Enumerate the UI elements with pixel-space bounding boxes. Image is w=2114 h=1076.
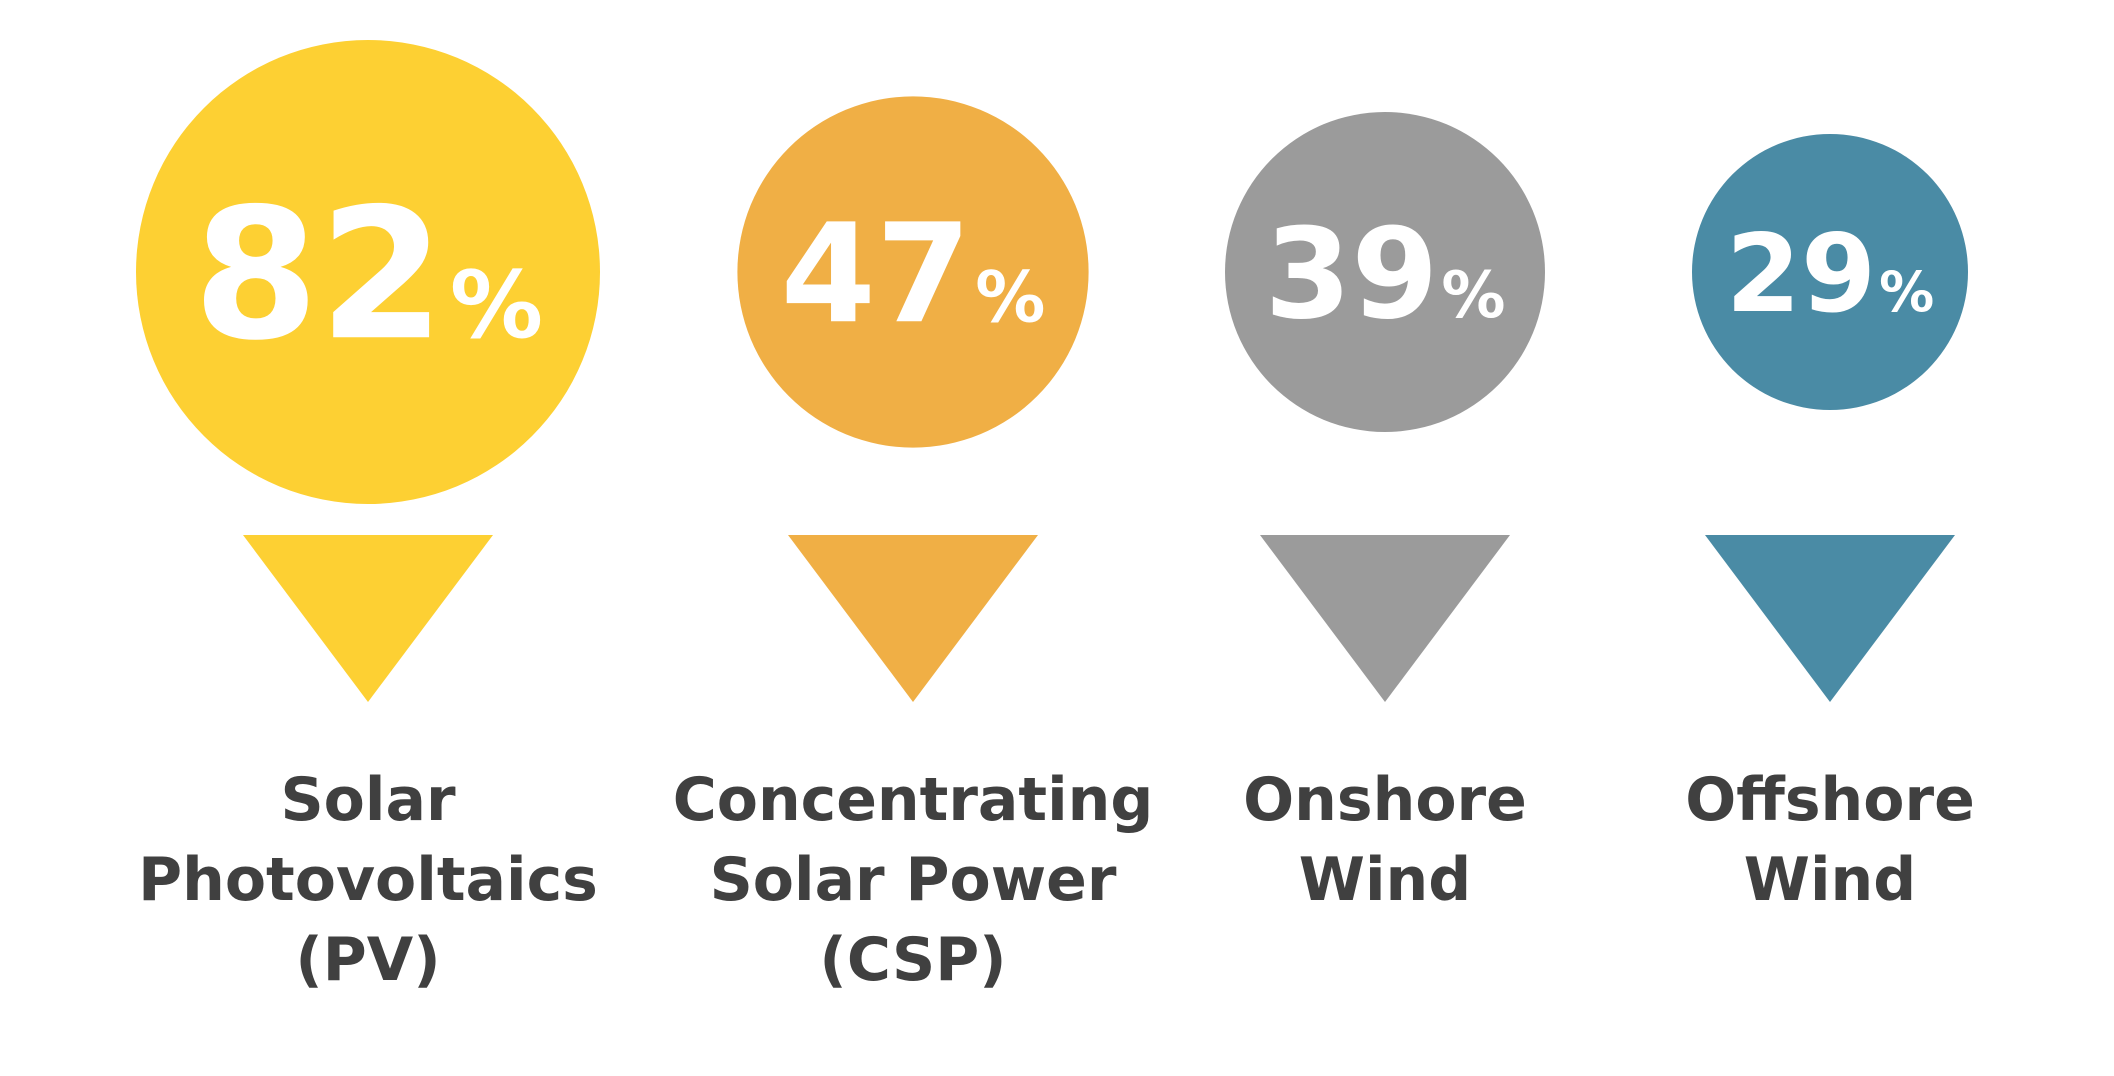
value-number: 39 xyxy=(1264,202,1438,347)
pointer-triangle xyxy=(1260,535,1510,702)
pointer-triangle xyxy=(243,535,493,702)
value-circle xyxy=(1692,134,1968,410)
value-circle xyxy=(1225,112,1545,432)
category-label: Concentrating xyxy=(673,765,1154,835)
value-circle xyxy=(136,40,600,504)
category-label: (PV) xyxy=(295,925,440,995)
pointer-triangle xyxy=(1705,535,1955,702)
category-label: Solar Power xyxy=(710,845,1117,915)
category-label: Wind xyxy=(1744,845,1916,915)
value-label: 29% xyxy=(1726,212,1934,337)
category-group: 82% Solar Photovoltaics (PV) xyxy=(136,40,600,995)
category-label: Solar xyxy=(280,765,455,835)
category-group: 39% Onshore Wind xyxy=(1225,112,1545,915)
value-percent: % xyxy=(450,251,543,359)
value-label: 39% xyxy=(1264,202,1505,347)
value-label: 47% xyxy=(781,195,1046,354)
value-label: 82% xyxy=(193,169,543,380)
value-number: 29 xyxy=(1726,212,1876,337)
category-group: 29% Offshore Wind xyxy=(1685,134,1975,915)
category-label: Offshore xyxy=(1685,765,1975,835)
value-percent: % xyxy=(975,256,1045,338)
category-group: 47% Concentrating Solar Power (CSP) xyxy=(673,96,1154,995)
value-number: 82 xyxy=(193,169,445,380)
category-label: (CSP) xyxy=(819,925,1006,995)
value-circle xyxy=(737,96,1089,448)
pointer-triangle xyxy=(788,535,1038,702)
category-label: Onshore xyxy=(1243,765,1527,835)
value-number: 47 xyxy=(781,195,972,354)
category-label: Photovoltaics xyxy=(138,845,598,915)
category-label: Wind xyxy=(1299,845,1471,915)
value-percent: % xyxy=(1879,260,1934,324)
value-percent: % xyxy=(1441,259,1505,333)
